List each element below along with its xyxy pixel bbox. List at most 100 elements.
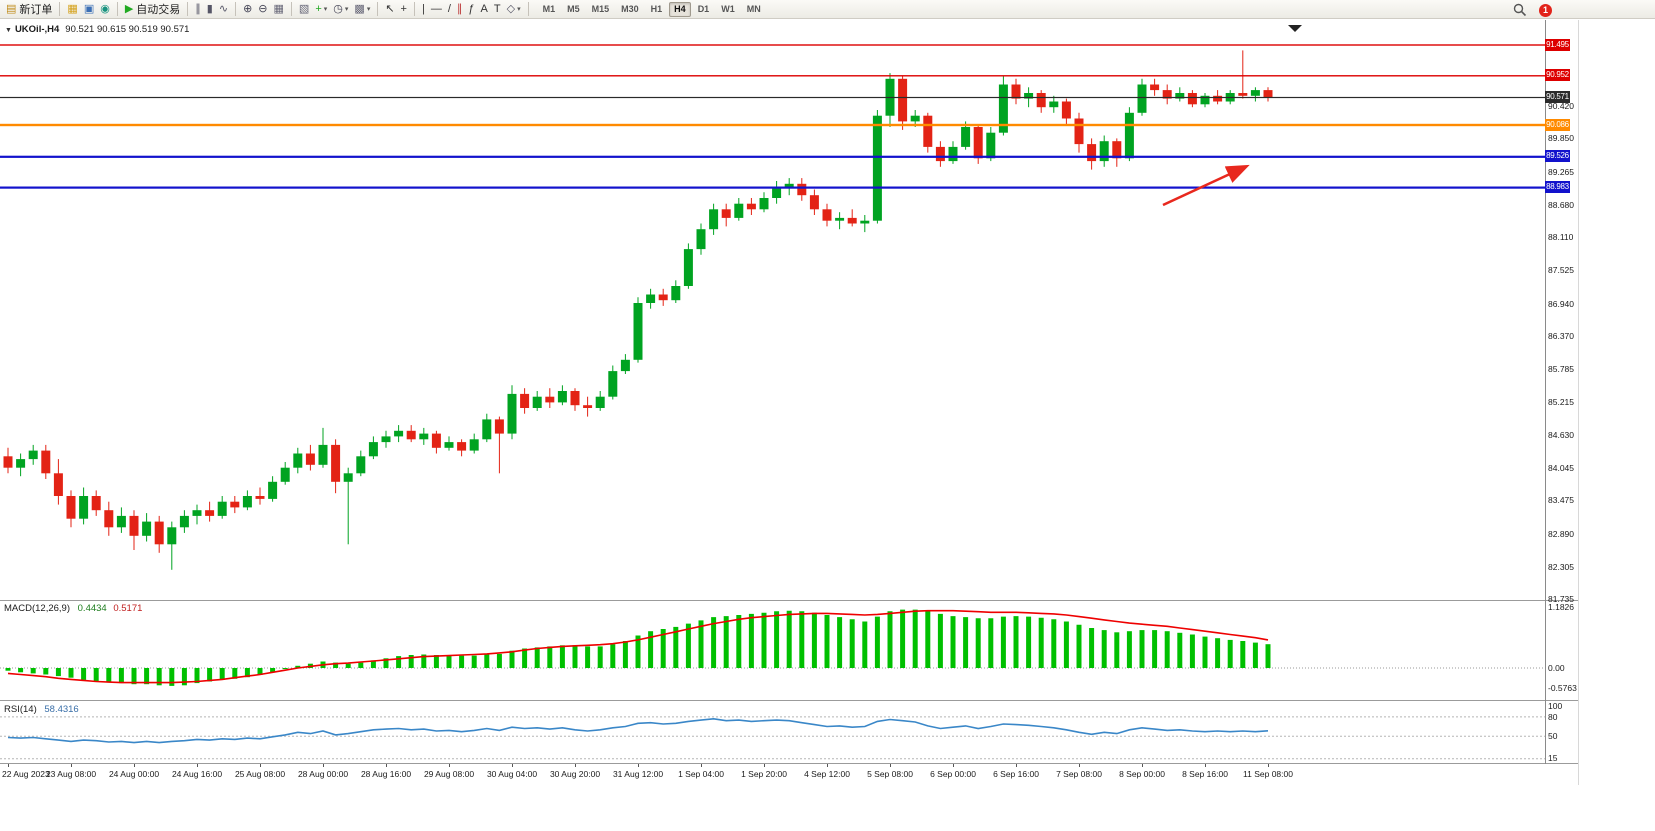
crosshair-button[interactable]: + [398, 1, 410, 18]
price-axis-label: 82.890 [1548, 528, 1574, 539]
timeframe-m1-button[interactable]: M1 [542, 3, 556, 14]
time-axis-tick [953, 764, 954, 767]
new-chart-icon: + [315, 2, 322, 15]
price-axis-label: 82.305 [1548, 561, 1574, 572]
price-axis-label: 89.265 [1548, 166, 1574, 177]
panel-separator[interactable] [0, 600, 1579, 601]
notification-badge[interactable]: 1 [1539, 3, 1552, 17]
new-order-icon: ▤ [6, 2, 17, 15]
horizontal-level-lines [0, 44, 1545, 189]
tile-windows-button[interactable]: ▦ [271, 1, 287, 18]
dropdown-arrow-icon: ▾ [517, 6, 521, 13]
crosshair-icon: + [400, 2, 407, 15]
timeframe-mn-button[interactable]: MN [746, 3, 761, 14]
price-axis-label: 86.940 [1548, 298, 1574, 309]
price-axis-label: 84.045 [1548, 462, 1574, 473]
trendline-button[interactable]: / [445, 1, 454, 18]
time-axis-tick [575, 764, 576, 767]
timeframe-m30-button[interactable]: M30 [621, 3, 639, 14]
macd-panel[interactable] [0, 601, 1545, 700]
time-axis-label: 22 Aug 2023 [2, 769, 50, 779]
timeframe-w1-button[interactable]: W1 [721, 3, 735, 14]
charts-grid-button[interactable]: ▦ [64, 1, 80, 18]
price-axis-label: 90.420 [1548, 101, 1574, 111]
toolbar-separator [413, 2, 415, 16]
time-axis-tick [890, 764, 891, 767]
window-edge [1578, 20, 1579, 785]
rsi-axis-label: 50 [1548, 731, 1558, 742]
time-axis-label: 7 Sep 08:00 [1056, 769, 1102, 779]
zoom-out-button[interactable]: ⊖ [255, 1, 270, 18]
toolbar-separator [116, 2, 118, 16]
time-axis[interactable]: 22 Aug 2023 23 Aug 08:00 24 Aug 00:00 24 Au… [0, 764, 1579, 785]
new-order-button[interactable]: ▤ 新订单 [3, 1, 55, 18]
time-axis-label: 6 Sep 00:00 [930, 769, 976, 779]
profiles-button[interactable]: ▣ [81, 1, 97, 18]
rsi-line [7, 717, 1269, 744]
rsi-axis-label: 100 [1548, 701, 1563, 711]
time-axis-label: 1 Sep 20:00 [741, 769, 787, 779]
timeframe-d1-button[interactable]: D1 [697, 3, 710, 14]
dropdown-arrow-icon: ▾ [323, 6, 328, 13]
periods-button[interactable]: ◷ ▾ [330, 1, 351, 18]
rsi-title: RSI(14) 58.4316 [4, 704, 79, 715]
price-level-badge: 89.526 [1545, 150, 1570, 163]
text-label-button[interactable]: T [491, 1, 504, 18]
macd-histogram [5, 609, 1271, 686]
toolbar-buttons: ▤ 新订单 ▦ ▣ ◉ ▶ 自动交易 ∥ ▮ ∿ ⊕ ⊖ ▦ ▧ + ▾ ◷ ▾ ▩ ▾ ↖ + | — / ∥ ƒ A T ◇ ▾ [3, 0, 533, 19]
cascade-windows-button[interactable]: ▧ [296, 1, 312, 18]
time-axis-label: 30 Aug 04:00 [486, 769, 538, 779]
rsi-label: RSI(14) [4, 704, 37, 715]
trendline-icon: / [447, 2, 451, 15]
horizontal-line-button[interactable]: — [428, 1, 445, 18]
shapes-button[interactable]: ◇ ▾ [504, 1, 524, 18]
panel-separator[interactable] [0, 763, 1579, 764]
price-axis-label: 81.735 [1548, 594, 1574, 605]
time-axis-label: 24 Aug 16:00 [171, 769, 223, 779]
price-axis-border [1545, 20, 1546, 764]
time-axis-label: 8 Sep 00:00 [1119, 769, 1165, 779]
text-button[interactable]: A [478, 1, 491, 18]
templates-button[interactable]: ▩ ▾ [351, 1, 373, 18]
price-level-badge: 91.495 [1545, 38, 1570, 51]
time-axis-label: 31 Aug 12:00 [612, 769, 664, 779]
zoom-in-icon: ⊕ [243, 2, 253, 15]
timeframe-m15-button[interactable]: M15 [591, 3, 610, 14]
time-axis-tick [386, 764, 387, 767]
timeframe-m5-button[interactable]: M5 [567, 3, 580, 14]
macd-axis-label: 0.00 [1548, 663, 1565, 673]
new-chart-button[interactable]: + ▾ [312, 1, 330, 18]
chart-window[interactable]: ▼ UKOil-,H4 90.521 90.615 90.519 90.571 MA… [0, 20, 1655, 785]
collapse-caret-icon[interactable]: ▼ [5, 27, 12, 34]
cursor-button[interactable]: ↖ [382, 1, 397, 18]
toolbar-separator [59, 2, 61, 16]
horizontal-line-icon: — [430, 2, 442, 15]
zoom-in-button[interactable]: ⊕ [240, 1, 255, 18]
timeframe-h1-button[interactable]: H1 [650, 3, 663, 14]
price-chart[interactable] [0, 20, 1545, 600]
time-axis-tick [197, 764, 198, 767]
time-axis-label: 5 Sep 08:00 [867, 769, 913, 779]
search-button[interactable] [1513, 3, 1527, 17]
price-axis-label: 87.525 [1548, 265, 1574, 276]
macd-signal-line [7, 609, 1269, 684]
candle-chart-type-button[interactable]: ▮ [204, 1, 216, 18]
time-axis-tick [1142, 764, 1143, 767]
time-axis-label: 30 Aug 20:00 [549, 769, 601, 779]
rsi-panel[interactable] [0, 701, 1545, 763]
macd-main-value: 0.4434 [77, 603, 107, 614]
vertical-line-button[interactable]: | [419, 1, 428, 18]
timeframe-h4-button[interactable]: H4 [669, 1, 691, 17]
autotrading-button[interactable]: ▶ 自动交易 [122, 1, 183, 18]
time-axis-label: 23 Aug 08:00 [45, 769, 97, 779]
panel-separator[interactable] [0, 700, 1579, 701]
bar-chart-type-button[interactable]: ∥ [192, 1, 204, 18]
equidistant-channel-button[interactable]: ∥ [454, 1, 466, 18]
macd-label: MACD(12,26,9) [4, 603, 70, 614]
macd-title: MACD(12,26,9) 0.4434 0.5171 [4, 603, 142, 614]
time-axis-tick [1079, 764, 1080, 767]
fibonacci-button[interactable]: ƒ [465, 1, 477, 18]
price-axis[interactable]: 90.420 89.850 89.265 88.680 88.110 87.525 86.9… [1545, 20, 1579, 785]
line-chart-type-button[interactable]: ∿ [216, 1, 231, 18]
market-watch-button[interactable]: ◉ [97, 1, 113, 18]
